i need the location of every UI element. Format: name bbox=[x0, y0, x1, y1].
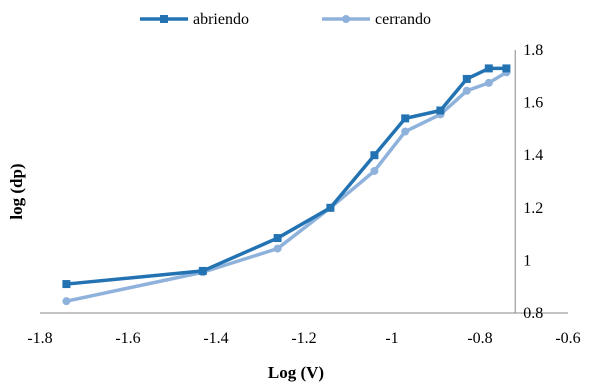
data-point bbox=[436, 106, 445, 115]
series-line bbox=[66, 66, 507, 286]
x-tick-labels: -1.8 -1.6 -1.4 -1.2 -1 -0.8 -0.6 bbox=[27, 330, 580, 347]
data-point bbox=[62, 280, 71, 289]
y-tick-labels: 0.8 1 1.2 1.4 1.6 1.8 bbox=[523, 42, 543, 322]
plot-area: -1.8 -1.6 -1.4 -1.2 -1 -0.8 -0.6 0.8 1 1.2 1.4 1.6… bbox=[27, 42, 580, 347]
legend: abriendo cerrando bbox=[140, 11, 431, 28]
data-point bbox=[370, 166, 379, 175]
series-line bbox=[66, 70, 508, 303]
x-tick-label: -1.4 bbox=[203, 330, 228, 347]
x-tick-label: -0.6 bbox=[555, 330, 580, 347]
data-point bbox=[326, 203, 335, 212]
x-tick-label: -1 bbox=[385, 330, 398, 347]
legend-item-cerrando: cerrando bbox=[322, 11, 431, 28]
data-point bbox=[462, 86, 471, 95]
x-tick-label: -1.8 bbox=[27, 330, 52, 347]
x-tick-label: -0.8 bbox=[467, 330, 492, 347]
y-tick-label: 1 bbox=[523, 252, 531, 269]
data-point bbox=[62, 297, 71, 306]
y-tick-label: 1.6 bbox=[523, 95, 543, 112]
data-point bbox=[198, 266, 207, 275]
x-tick-label: -1.6 bbox=[115, 330, 140, 347]
data-point bbox=[273, 244, 282, 253]
y-tick-label: 1.2 bbox=[523, 200, 543, 217]
series-cerrando bbox=[62, 68, 511, 306]
series-layer bbox=[62, 64, 511, 306]
y-tick-label: 0.8 bbox=[523, 305, 543, 322]
data-point bbox=[502, 64, 511, 73]
y-tick-label: 1.8 bbox=[523, 42, 543, 59]
x-axis-title: Log (V) bbox=[268, 363, 324, 382]
legend-marker bbox=[160, 15, 168, 23]
data-point bbox=[273, 234, 282, 243]
data-point bbox=[484, 64, 493, 73]
data-point bbox=[462, 74, 471, 83]
y-tick-label: 1.4 bbox=[523, 147, 543, 164]
legend-item-abriendo: abriendo bbox=[140, 11, 249, 28]
data-point bbox=[484, 78, 493, 87]
data-point bbox=[401, 114, 410, 123]
legend-label: cerrando bbox=[375, 11, 431, 28]
x-tick-label: -1.2 bbox=[291, 330, 316, 347]
series-abriendo bbox=[62, 64, 511, 289]
data-point bbox=[401, 127, 410, 136]
legend-label: abriendo bbox=[193, 11, 249, 28]
legend-marker bbox=[342, 15, 350, 23]
data-point bbox=[370, 151, 379, 160]
y-axis-title: log (dp) bbox=[7, 163, 26, 219]
